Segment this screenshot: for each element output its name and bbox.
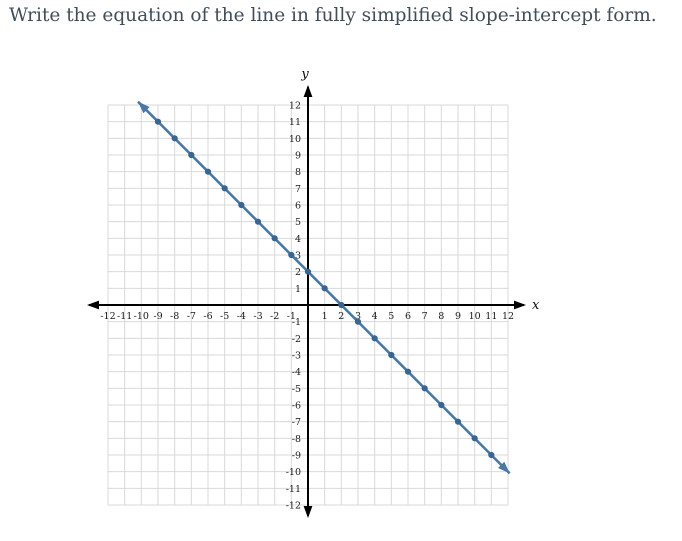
x-tick-label: -4 (237, 311, 246, 322)
tick-labels: -12 -11 -10 -9 -8 -7 -6 -5 -4 -3 -2 -1 1 2 3 4 5 6 7 8 9 10 11… (100, 101, 514, 512)
axes (87, 85, 526, 518)
y-tick-label: 7 (295, 184, 301, 195)
x-tick-label: -8 (170, 311, 179, 322)
problem-statement: Write the equation of the line in fully … (9, 5, 657, 26)
y-tick-label: 5 (295, 217, 301, 228)
y-tick-label: -12 (286, 501, 301, 512)
y-tick-label: -10 (286, 467, 301, 478)
x-tick-label: 4 (372, 311, 378, 322)
y-tick-label: -2 (292, 334, 301, 345)
x-tick-label: 8 (438, 311, 444, 322)
line-point (154, 118, 162, 125)
line-point (271, 235, 278, 242)
x-tick-label: 10 (469, 311, 481, 322)
x-axis-label: x (532, 298, 540, 313)
y-tick-label: 2 (295, 267, 301, 278)
line-point (238, 201, 245, 209)
x-tick-label: -5 (220, 311, 229, 322)
x-tick-label: 3 (355, 311, 361, 322)
line-point (254, 218, 262, 225)
line-point (438, 401, 445, 409)
axis-letters: xy (300, 67, 540, 313)
y-tick-label: 12 (289, 101, 301, 112)
x-tick-label: 7 (422, 311, 428, 322)
line-point (388, 351, 395, 359)
x-tick-label: -2 (270, 311, 279, 322)
line-point (204, 168, 212, 175)
y-tick-label: -11 (286, 484, 301, 495)
x-tick-label: -6 (203, 311, 212, 322)
line-point (371, 335, 378, 342)
x-tick-label: 12 (502, 311, 514, 322)
y-tick-label: 10 (289, 134, 301, 145)
x-tick-label: 2 (338, 311, 344, 322)
y-tick-label: -4 (292, 367, 301, 378)
line-point (338, 301, 345, 309)
x-tick-label: -12 (100, 311, 115, 322)
y-tick-label: -9 (292, 451, 301, 462)
x-tick-label: -10 (134, 311, 149, 322)
y-tick-label: 9 (295, 151, 301, 162)
coordinate-plane: -12 -11 -10 -9 -8 -7 -6 -5 -4 -3 -2 -1 1 2 3 4 5 6 7 8 9 10 11… (87, 67, 540, 518)
plotted-line (137, 100, 511, 475)
y-tick-label: 11 (289, 117, 301, 128)
x-tick-label: -7 (187, 311, 196, 322)
y-tick-label: -7 (292, 417, 301, 428)
line-point (454, 418, 462, 425)
line-point (171, 135, 178, 142)
line-point (471, 435, 478, 442)
y-tick-label: -6 (292, 401, 301, 412)
line-point (321, 285, 328, 292)
x-tick-label: -11 (117, 311, 132, 322)
y-tick-label: -3 (292, 351, 301, 362)
y-tick-label: 3 (295, 251, 301, 262)
x-tick-label: -9 (153, 311, 162, 322)
line-point (354, 318, 362, 325)
line-point (304, 268, 312, 275)
x-tick-label: 6 (405, 311, 411, 322)
x-tick-label: 11 (485, 311, 497, 322)
x-tick-label: -1 (287, 311, 296, 322)
line-point (404, 368, 412, 375)
y-tick-label: 1 (295, 284, 301, 295)
x-tick-label: 1 (322, 311, 328, 322)
line-point (421, 385, 428, 392)
y-axis-label: y (300, 67, 309, 82)
y-tick-label: 4 (295, 234, 301, 245)
x-tick-label: 5 (388, 311, 394, 322)
x-tick-label: -3 (253, 311, 262, 322)
line-point (221, 185, 228, 192)
graph-container: -12 -11 -10 -9 -8 -7 -6 -5 -4 -3 -2 -1 1 2 3 4 5 6 7 8 9 10 11… (60, 60, 560, 530)
line-point (488, 451, 495, 459)
x-tick-label: 9 (455, 311, 461, 322)
y-tick-label: 6 (295, 201, 301, 212)
y-tick-label: 8 (295, 167, 301, 178)
line-point (288, 251, 295, 259)
y-tick-label: -1 (292, 317, 301, 328)
y-tick-label: -5 (292, 384, 301, 395)
line-point (188, 151, 195, 159)
y-tick-label: -8 (292, 434, 301, 445)
